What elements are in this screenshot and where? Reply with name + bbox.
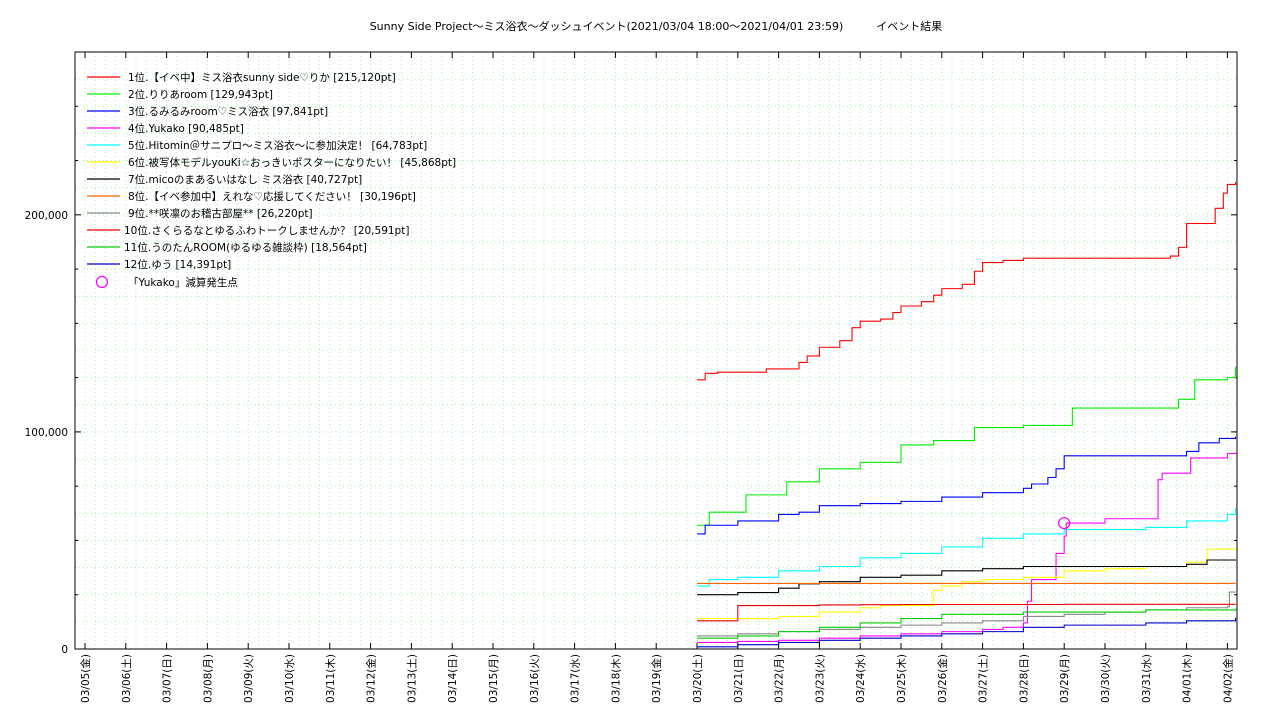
chart-title: Sunny Side Project～ミス浴衣～ダッシュイベント(2021/03… bbox=[369, 20, 943, 33]
legend-label-2: 2位.りりあroom [129,943pt] bbox=[128, 88, 273, 101]
marker-layer bbox=[1058, 516, 1071, 530]
series-line-2 bbox=[697, 366, 1237, 526]
grid-layer bbox=[75, 52, 1237, 649]
x-tick-label: 03/05(金) bbox=[79, 654, 92, 703]
y-tick-label: 0 bbox=[61, 644, 68, 656]
x-tick-label: 03/08(月) bbox=[202, 654, 214, 703]
x-tick-label: 03/24(水) bbox=[855, 654, 867, 703]
x-tick-label: 03/16(火) bbox=[529, 654, 541, 703]
legend-label-1: 1位.【イベ中】ミス浴衣sunny side♡りか [215,120pt] bbox=[128, 71, 396, 84]
series-line-4 bbox=[697, 452, 1237, 644]
x-tick-label: 03/13(土) bbox=[405, 654, 418, 703]
x-tick-label: 03/21(日) bbox=[733, 654, 745, 703]
x-tick-label: 03/22(月) bbox=[774, 654, 786, 703]
series-layer bbox=[697, 181, 1237, 648]
series-line-7 bbox=[697, 559, 1237, 596]
legend-label-6: 6位.被写体モデルyouKi☆おっきいポスターになりたい！ [45,868pt] bbox=[128, 156, 456, 169]
x-tick-label: 03/17(水) bbox=[570, 654, 582, 703]
x-tick-label: 03/29(月) bbox=[1059, 654, 1071, 703]
legend-label-3: 3位.るみるみroom♡ミス浴衣 [97,841pt] bbox=[128, 105, 328, 118]
x-tick-label: 03/20(土) bbox=[691, 654, 704, 703]
x-tick-label: 03/12(金) bbox=[365, 654, 378, 703]
x-tick-label: 04/01(木) bbox=[1182, 654, 1194, 703]
x-tick-label: 03/19(金) bbox=[650, 654, 663, 703]
y-tick-label: 100,000 bbox=[25, 427, 68, 439]
x-tick-label: 03/30(火) bbox=[1100, 654, 1112, 703]
y-tick-label: 200,000 bbox=[25, 210, 68, 222]
legend-label-12: 12位.ゆう [14,391pt] bbox=[124, 258, 231, 271]
legend-label-5: 5位.Hitomin＠サニプロ～ミス浴衣～に参加決定！ [64,783pt] bbox=[128, 139, 427, 152]
x-tick-label: 03/06(土) bbox=[120, 654, 133, 703]
series-line-10 bbox=[697, 603, 1236, 622]
legend: 1位.【イベ中】ミス浴衣sunny side♡りか [215,120pt] 2位.… bbox=[87, 71, 456, 289]
legend-marker-label: 「Yukako」減算発生点 bbox=[128, 276, 238, 289]
x-tick-label: 03/09(火) bbox=[243, 654, 255, 703]
legend-label-10: 10位.さくらるなとゆるふわトークしませんか？ [20,591pt] bbox=[124, 224, 409, 237]
x-tick-label: 03/23(火) bbox=[814, 654, 826, 703]
series-line-11 bbox=[697, 608, 1237, 639]
x-tick-label: 03/07(日) bbox=[162, 654, 174, 703]
x-tick-label: 04/02(金) bbox=[1221, 654, 1234, 703]
x-tick-label: 03/11(木) bbox=[325, 654, 337, 703]
x-tick-label: 03/31(水) bbox=[1141, 654, 1153, 703]
series-line-5 bbox=[697, 508, 1237, 587]
x-tick-label: 03/14(日) bbox=[447, 654, 459, 703]
axis-layer: 03/05(金) 03/06(土) 03/07(日) 03/08(月) 03/09(火)… bbox=[25, 52, 1237, 703]
legend-label-9: 9位.**咲凛のお稽古部屋** [26,220pt] bbox=[128, 207, 313, 220]
series-line-3 bbox=[697, 436, 1237, 535]
x-tick-label: 03/25(木) bbox=[896, 654, 908, 703]
legend-label-4: 4位.Yukako [90,485pt] bbox=[128, 122, 244, 135]
legend-label-11: 11位.うのたんROOM(ゆるゆる雑談枠) [18,564pt] bbox=[124, 241, 367, 254]
series-line-1 bbox=[697, 181, 1237, 381]
x-tick-label: 03/15(月) bbox=[488, 654, 500, 703]
x-tick-label: 03/27(土) bbox=[977, 654, 990, 703]
legend-label-8: 8位.【イベ参加中】えれな♡応援してください！ [30,196pt] bbox=[128, 190, 416, 203]
series-line-12 bbox=[697, 617, 1237, 648]
x-tick-label: 03/26(金) bbox=[936, 654, 949, 703]
legend-label-7: 7位.micoのまあるいはなし ミス浴衣 [40,727pt] bbox=[128, 173, 362, 186]
x-tick-label: 03/18(木) bbox=[610, 654, 622, 703]
x-tick-label: 03/10(水) bbox=[284, 654, 296, 703]
yukako-deduction-marker bbox=[1058, 516, 1071, 530]
legend-marker-icon bbox=[95, 275, 109, 289]
x-tick-label: 03/28(日) bbox=[1018, 654, 1030, 703]
